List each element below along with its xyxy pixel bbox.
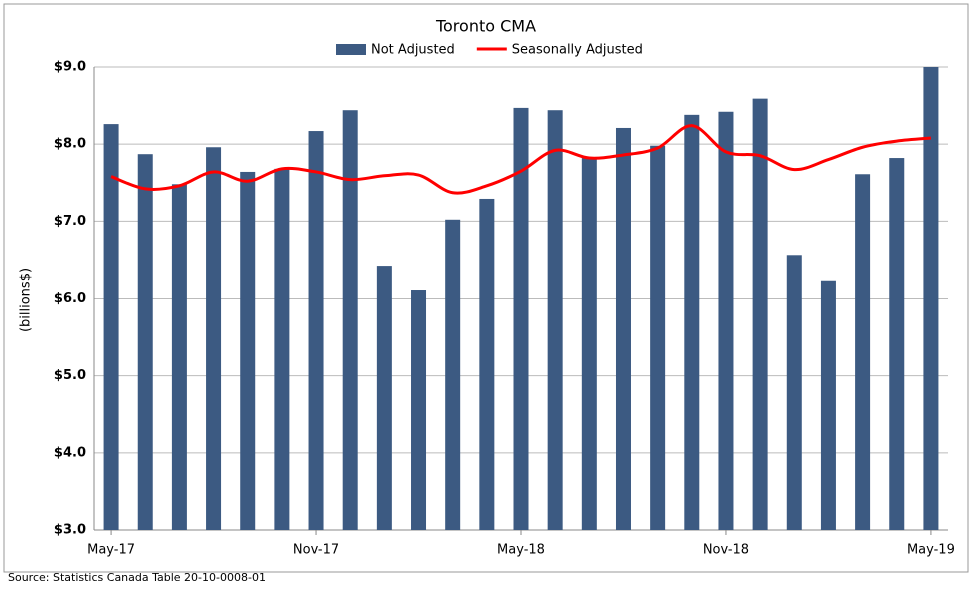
x-tick-label: May-18 <box>497 543 545 558</box>
bar <box>479 198 495 530</box>
chart-title: Toronto CMA <box>435 17 536 36</box>
y-tick-label: $8.0 <box>54 137 86 152</box>
x-tick-label: Nov-17 <box>293 543 339 558</box>
bar <box>137 154 153 530</box>
y-tick-label: $4.0 <box>54 445 86 460</box>
bar <box>240 171 256 531</box>
source-note: Source: Statistics Canada Table 20-10-00… <box>8 571 266 584</box>
y-tick-label: $5.0 <box>54 368 86 383</box>
bar <box>274 168 290 531</box>
bar <box>376 266 392 530</box>
x-tick-label: May-19 <box>907 543 955 558</box>
bar <box>103 124 119 530</box>
line <box>110 124 932 195</box>
y-tick-label: $3.0 <box>54 523 86 538</box>
x-tick-label: Nov-18 <box>703 543 749 558</box>
bar <box>342 110 358 531</box>
bar <box>684 114 700 531</box>
bar <box>855 174 871 531</box>
bar <box>206 147 222 530</box>
y-tick-label: $6.0 <box>54 291 86 306</box>
bar <box>820 280 836 530</box>
bar <box>650 145 666 530</box>
bar <box>786 255 802 530</box>
bar <box>547 110 563 531</box>
y-tick-label: $7.0 <box>54 214 86 229</box>
legend-label: Not Adjusted <box>371 43 455 58</box>
x-tick-label: May-17 <box>87 543 135 558</box>
bar <box>718 111 734 531</box>
bar <box>411 290 427 530</box>
bar <box>581 158 597 530</box>
legend-label: Seasonally Adjusted <box>512 43 643 58</box>
bar <box>615 127 631 530</box>
legend-swatch <box>336 44 366 55</box>
bar <box>752 98 768 530</box>
bar <box>889 158 905 530</box>
y-axis-label: (billions$) <box>19 268 34 332</box>
bar <box>445 219 461 531</box>
bar <box>513 107 529 531</box>
bar <box>171 184 187 530</box>
bar <box>308 131 324 530</box>
bar <box>923 67 939 530</box>
y-tick-label: $9.0 <box>54 60 86 75</box>
